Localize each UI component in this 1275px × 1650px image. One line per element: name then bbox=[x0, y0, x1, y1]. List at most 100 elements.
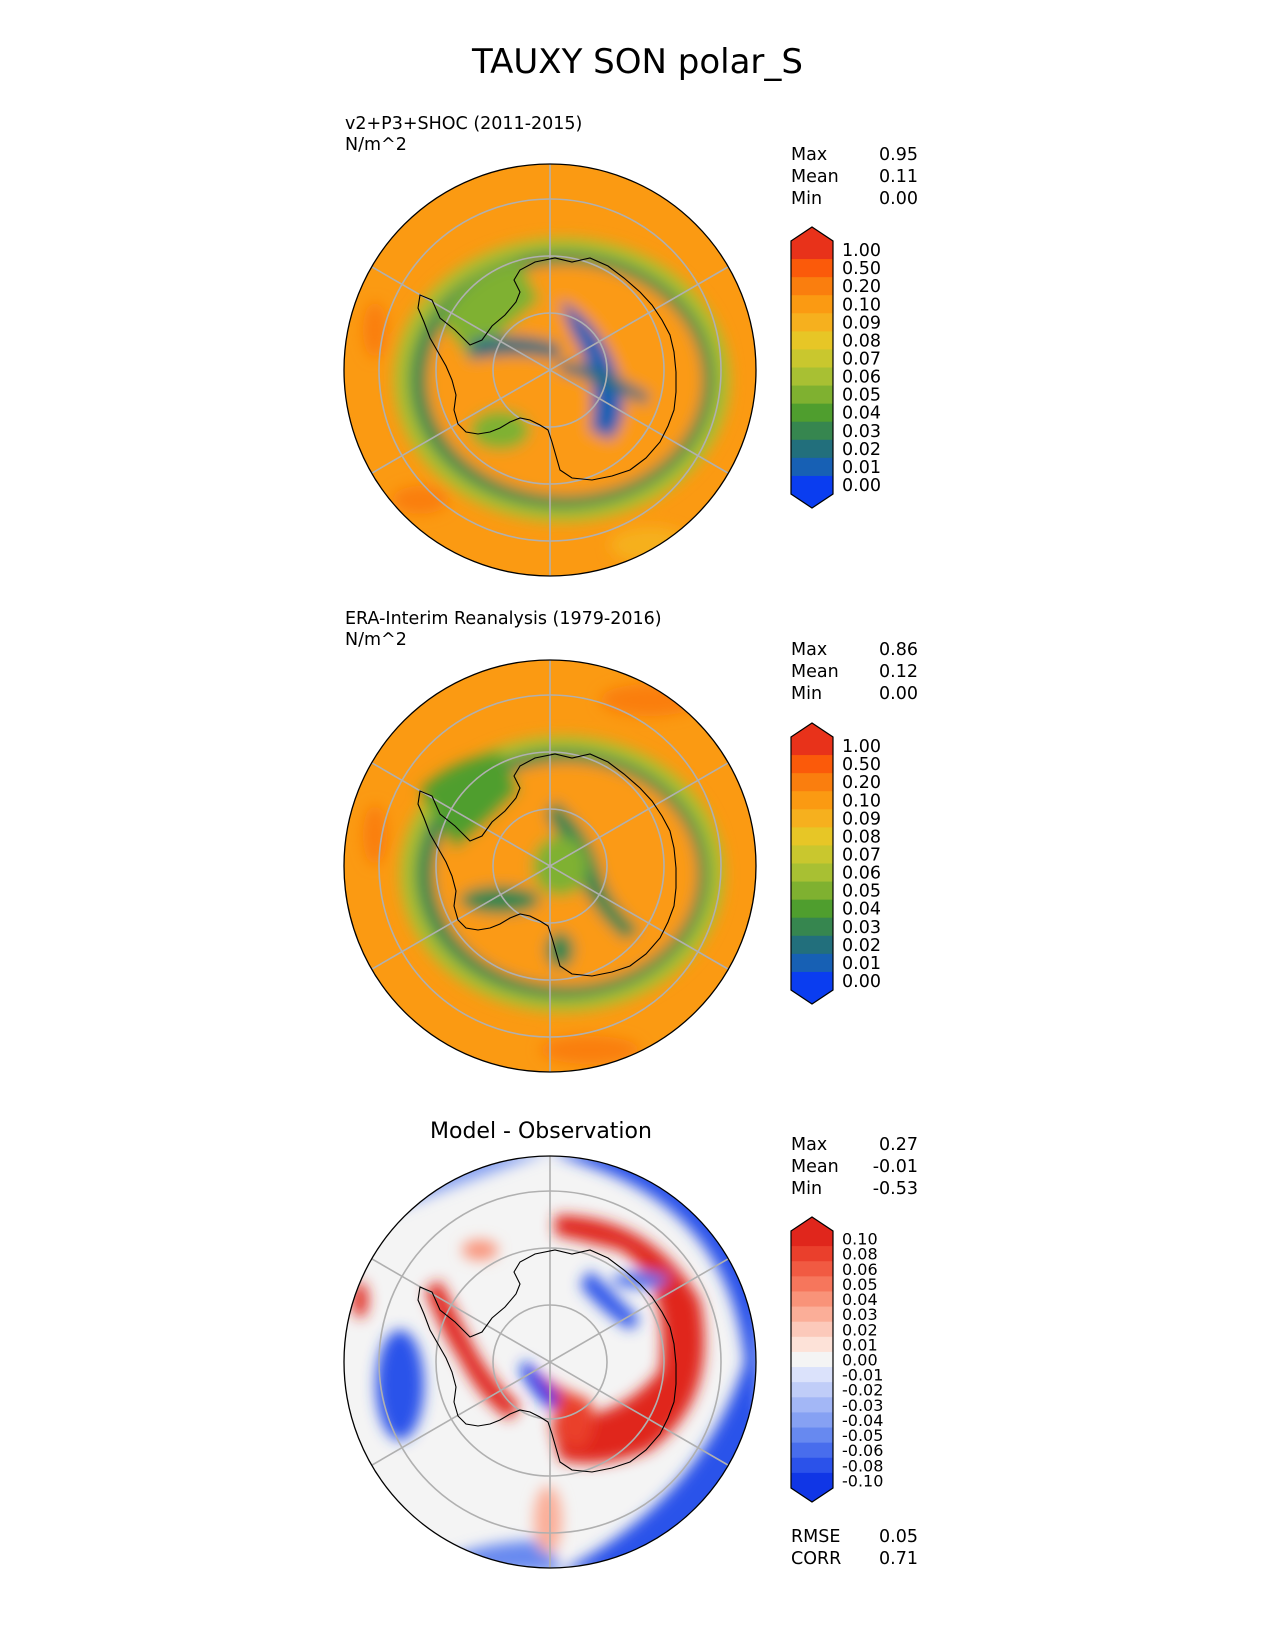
colorbar-tick-label: 0.04 bbox=[842, 404, 881, 424]
colorbar-segment bbox=[791, 457, 833, 477]
colorbar-segment bbox=[791, 475, 833, 495]
colorbar-segment bbox=[791, 295, 833, 314]
colorbar-tick-label: 1.00 bbox=[842, 737, 881, 757]
colorbar-tick-label: 0.07 bbox=[842, 349, 881, 369]
colorbar-tick-label: 0.04 bbox=[842, 900, 881, 920]
stat-min-value: 0.00 bbox=[879, 684, 918, 704]
colorbar-segment bbox=[791, 241, 833, 260]
stat-mean-value: 0.12 bbox=[879, 662, 918, 682]
colorbar-segment bbox=[791, 1231, 833, 1247]
colorbar-tick-label: -0.03 bbox=[842, 1396, 883, 1415]
stat-min-label: Min bbox=[791, 1179, 823, 1199]
colorbar-tick-label: 0.20 bbox=[842, 277, 881, 297]
colorbar-segment bbox=[791, 331, 833, 351]
colorbar-extend-min bbox=[791, 990, 833, 1004]
colorbar-tick-label: 0.04 bbox=[842, 1290, 878, 1309]
colorbar-difference: 0.100.080.060.050.040.030.020.010.00-0.0… bbox=[790, 1216, 883, 1503]
colorbar-segment bbox=[791, 1321, 833, 1338]
colorbar-segment bbox=[791, 1246, 833, 1262]
colorbar-segment bbox=[791, 881, 833, 901]
map-difference bbox=[343, 1155, 757, 1569]
colorbar-tick-label: 0.02 bbox=[842, 440, 881, 460]
colorbar-extend-min bbox=[791, 1488, 833, 1502]
stat-rmse-value: 0.05 bbox=[879, 1527, 918, 1547]
colorbar-segment bbox=[791, 953, 833, 973]
colorbar-segment bbox=[791, 439, 833, 459]
colorbars: 1.000.500.200.100.090.080.070.060.050.04… bbox=[790, 226, 883, 1503]
colorbar-segment bbox=[791, 1457, 833, 1474]
colorbar-reference: 1.000.500.200.100.090.080.070.060.050.04… bbox=[790, 722, 881, 1005]
stat-max-value: 0.86 bbox=[879, 640, 918, 660]
colorbar-tick-label: 0.08 bbox=[842, 331, 881, 351]
colorbar-tick-label: 0.01 bbox=[842, 954, 881, 974]
colorbar-tick-label: 0.50 bbox=[842, 259, 881, 279]
colorbar-segment bbox=[791, 1261, 833, 1277]
colorbar-tick-label: 0.10 bbox=[842, 295, 881, 315]
stat-min-value: -0.53 bbox=[872, 1179, 918, 1199]
colorbar-tick-label: 0.07 bbox=[842, 845, 881, 865]
colorbar-tick-label: 0.00 bbox=[842, 1351, 878, 1370]
colorbar-tick-label: 0.03 bbox=[842, 918, 881, 938]
colorbar-tick-label: -0.01 bbox=[842, 1366, 883, 1385]
coastline bbox=[417, 257, 677, 481]
colorbar-segment bbox=[791, 1306, 833, 1323]
colorbar-segment bbox=[791, 1472, 833, 1489]
stat-min-label: Min bbox=[791, 189, 823, 209]
colorbar-tick-label: 0.05 bbox=[842, 386, 881, 406]
map-border bbox=[343, 1155, 757, 1569]
stat-corr-value: 0.71 bbox=[879, 1549, 918, 1569]
colorbar-segment bbox=[791, 737, 833, 756]
stat-mean-label: Mean bbox=[791, 662, 839, 682]
colorbar-segment bbox=[791, 367, 833, 387]
colorbar-outline bbox=[790, 722, 834, 1005]
colorbar-segment bbox=[791, 899, 833, 919]
stat-max-value: 0.95 bbox=[879, 145, 918, 165]
colorbar-extend-max bbox=[791, 1217, 833, 1231]
stat-max-label: Max bbox=[791, 145, 828, 165]
panel-difference-title: Model - Observation bbox=[430, 1119, 652, 1144]
stat-mean-label: Mean bbox=[791, 167, 839, 187]
colorbar-segment bbox=[791, 1442, 833, 1459]
colorbar-tick-label: 0.08 bbox=[842, 827, 881, 847]
colorbar-tick-label: 0.06 bbox=[842, 368, 881, 388]
panel-test-title: v2+P3+SHOC (2011-2015) bbox=[345, 114, 583, 134]
colorbar-segment bbox=[791, 863, 833, 883]
colorbar-segment bbox=[791, 755, 833, 774]
colorbar-segment bbox=[791, 1276, 833, 1293]
colorbar-tick-label: 0.01 bbox=[842, 458, 881, 478]
colorbar-segment bbox=[791, 917, 833, 937]
colorbar-tick-label: 0.50 bbox=[842, 755, 881, 775]
colorbar-segment bbox=[791, 1427, 833, 1444]
colorbar-tick-label: 0.02 bbox=[842, 1320, 878, 1339]
colorbar-segment bbox=[791, 259, 833, 278]
colorbar-tick-label: -0.05 bbox=[842, 1426, 883, 1445]
colorbar-segment bbox=[791, 1397, 833, 1414]
colorbar-segment bbox=[791, 313, 833, 332]
panel-reference-title: ERA-Interim Reanalysis (1979-2016) bbox=[345, 609, 662, 629]
stat-mean-value: 0.11 bbox=[879, 167, 918, 187]
coastline bbox=[417, 753, 677, 977]
colorbar-segment bbox=[791, 421, 833, 441]
figure-title: TAUXY SON polar_S bbox=[472, 42, 803, 82]
colorbar-segment bbox=[791, 791, 833, 810]
colorbar-segment bbox=[791, 809, 833, 828]
colorbar-segment bbox=[791, 1367, 833, 1383]
colorbar-tick-label: -0.06 bbox=[842, 1441, 883, 1460]
colorbar-outline bbox=[790, 1216, 834, 1503]
map-test bbox=[343, 163, 757, 577]
colorbar-tick-label: 0.00 bbox=[842, 476, 881, 496]
colorbar-tick-label: 1.00 bbox=[842, 241, 881, 261]
stat-mean-value: -0.01 bbox=[872, 1157, 918, 1177]
colorbar-segment bbox=[791, 1412, 833, 1429]
colorbar-segment bbox=[791, 827, 833, 847]
coastline bbox=[417, 1249, 677, 1473]
colorbar-tick-label: 0.08 bbox=[842, 1245, 878, 1264]
colorbar-tick-label: 0.10 bbox=[842, 791, 881, 811]
colorbar-tick-label: 0.06 bbox=[842, 1260, 878, 1279]
stat-max-label: Max bbox=[791, 640, 828, 660]
colorbar-tick-label: 0.06 bbox=[842, 864, 881, 884]
colorbar-segment bbox=[791, 773, 833, 792]
stat-rmse-label: RMSE bbox=[791, 1527, 841, 1547]
colorbar-tick-label: 0.01 bbox=[842, 1335, 878, 1354]
